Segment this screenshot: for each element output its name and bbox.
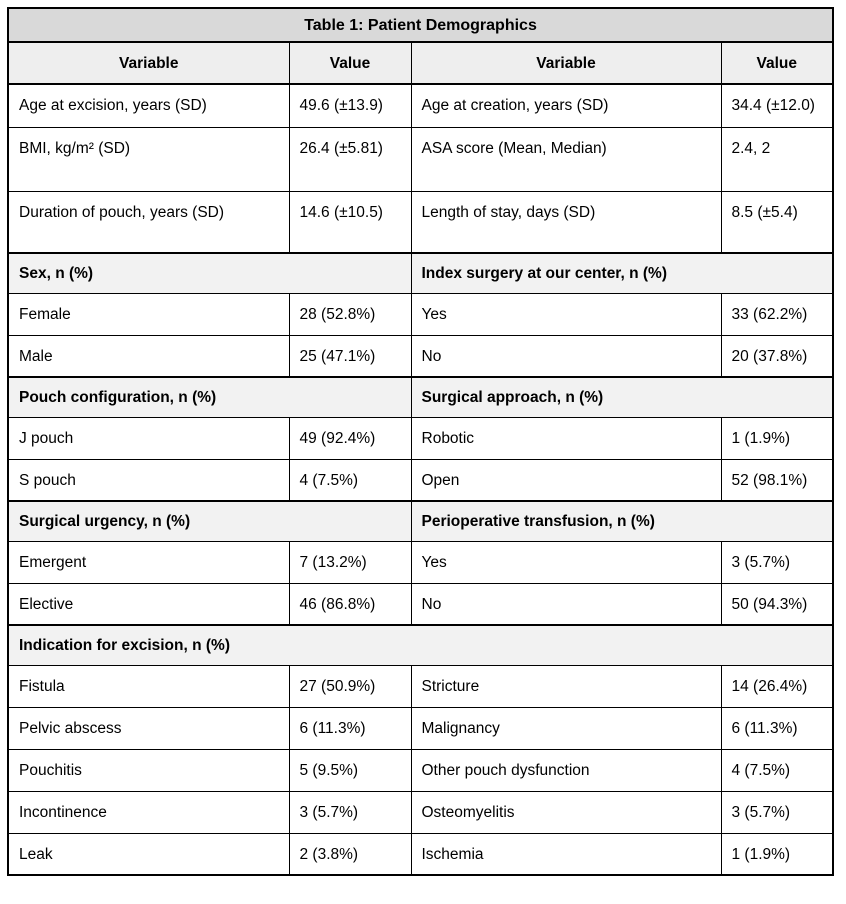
section-header-left: Surgical urgency, n (%) bbox=[7, 500, 412, 542]
section-header-row: Sex, n (%) Index surgery at our center, … bbox=[7, 252, 834, 294]
value-cell: 20 (37.8%) bbox=[720, 334, 834, 378]
variable-cell: Age at excision, years (SD) bbox=[7, 83, 290, 128]
value-cell: 26.4 (±5.81) bbox=[288, 126, 412, 192]
variable-cell: Osteomyelitis bbox=[410, 790, 722, 834]
table-row: Age at excision, years (SD) 49.6 (±13.9)… bbox=[7, 83, 834, 128]
value-cell: 6 (11.3%) bbox=[288, 706, 412, 750]
variable-cell: Duration of pouch, years (SD) bbox=[7, 190, 290, 254]
section-header-left: Pouch configuration, n (%) bbox=[7, 376, 412, 418]
col-header-variable-left: Variable bbox=[7, 41, 290, 85]
col-header-variable-right: Variable bbox=[410, 41, 722, 85]
value-cell: 1 (1.9%) bbox=[720, 832, 834, 876]
table-row: Leak 2 (3.8%) Ischemia 1 (1.9%) bbox=[7, 832, 834, 876]
variable-cell: Ischemia bbox=[410, 832, 722, 876]
value-cell: 3 (5.7%) bbox=[288, 790, 412, 834]
value-cell: 33 (62.2%) bbox=[720, 292, 834, 336]
section-header-right: Index surgery at our center, n (%) bbox=[410, 252, 834, 294]
value-cell: 1 (1.9%) bbox=[720, 416, 834, 460]
variable-cell: Incontinence bbox=[7, 790, 290, 834]
value-cell: 28 (52.8%) bbox=[288, 292, 412, 336]
value-cell: 2.4, 2 bbox=[720, 126, 834, 192]
variable-cell: Open bbox=[410, 458, 722, 502]
variable-cell: Pouchitis bbox=[7, 748, 290, 792]
section-header-full: Indication for excision, n (%) bbox=[7, 624, 834, 666]
value-cell: 2 (3.8%) bbox=[288, 832, 412, 876]
value-cell: 4 (7.5%) bbox=[288, 458, 412, 502]
variable-cell: Male bbox=[7, 334, 290, 378]
variable-cell: Elective bbox=[7, 582, 290, 626]
variable-cell: Age at creation, years (SD) bbox=[410, 83, 722, 128]
variable-cell: Pelvic abscess bbox=[7, 706, 290, 750]
column-header-row: Variable Value Variable Value bbox=[7, 41, 834, 85]
table-row: Emergent 7 (13.2%) Yes 3 (5.7%) bbox=[7, 540, 834, 584]
variable-cell: Stricture bbox=[410, 664, 722, 708]
table-row: Pouchitis 5 (9.5%) Other pouch dysfuncti… bbox=[7, 748, 834, 792]
section-header-row: Surgical urgency, n (%) Perioperative tr… bbox=[7, 500, 834, 542]
variable-cell: No bbox=[410, 582, 722, 626]
variable-cell: ASA score (Mean, Median) bbox=[410, 126, 722, 192]
col-header-value-left: Value bbox=[288, 41, 412, 85]
table-row: J pouch 49 (92.4%) Robotic 1 (1.9%) bbox=[7, 416, 834, 460]
table-row: BMI, kg/m² (SD) 26.4 (±5.81) ASA score (… bbox=[7, 126, 834, 192]
value-cell: 52 (98.1%) bbox=[720, 458, 834, 502]
value-cell: 4 (7.5%) bbox=[720, 748, 834, 792]
section-header-right: Perioperative transfusion, n (%) bbox=[410, 500, 834, 542]
variable-cell: Fistula bbox=[7, 664, 290, 708]
table-row: Pelvic abscess 6 (11.3%) Malignancy 6 (1… bbox=[7, 706, 834, 750]
value-cell: 49.6 (±13.9) bbox=[288, 83, 412, 128]
patient-demographics-table: Table 1: Patient Demographics Variable V… bbox=[7, 7, 835, 876]
variable-cell: BMI, kg/m² (SD) bbox=[7, 126, 290, 192]
table-row: Male 25 (47.1%) No 20 (37.8%) bbox=[7, 334, 834, 378]
value-cell: 34.4 (±12.0) bbox=[720, 83, 834, 128]
value-cell: 46 (86.8%) bbox=[288, 582, 412, 626]
variable-cell: Female bbox=[7, 292, 290, 336]
variable-cell: No bbox=[410, 334, 722, 378]
value-cell: 49 (92.4%) bbox=[288, 416, 412, 460]
value-cell: 14 (26.4%) bbox=[720, 664, 834, 708]
value-cell: 5 (9.5%) bbox=[288, 748, 412, 792]
section-header-right: Surgical approach, n (%) bbox=[410, 376, 834, 418]
variable-cell: Length of stay, days (SD) bbox=[410, 190, 722, 254]
table-title: Table 1: Patient Demographics bbox=[7, 7, 834, 43]
section-header-left: Sex, n (%) bbox=[7, 252, 412, 294]
section-header-row: Pouch configuration, n (%) Surgical appr… bbox=[7, 376, 834, 418]
variable-cell: Malignancy bbox=[410, 706, 722, 750]
variable-cell: J pouch bbox=[7, 416, 290, 460]
variable-cell: Yes bbox=[410, 540, 722, 584]
variable-cell: Other pouch dysfunction bbox=[410, 748, 722, 792]
table-row: Incontinence 3 (5.7%) Osteomyelitis 3 (5… bbox=[7, 790, 834, 834]
table-title-row: Table 1: Patient Demographics bbox=[7, 7, 834, 43]
value-cell: 8.5 (±5.4) bbox=[720, 190, 834, 254]
value-cell: 7 (13.2%) bbox=[288, 540, 412, 584]
variable-cell: Robotic bbox=[410, 416, 722, 460]
table-row: Duration of pouch, years (SD) 14.6 (±10.… bbox=[7, 190, 834, 254]
table-row: Female 28 (52.8%) Yes 33 (62.2%) bbox=[7, 292, 834, 336]
table-row: Fistula 27 (50.9%) Stricture 14 (26.4%) bbox=[7, 664, 834, 708]
section-header-row: Indication for excision, n (%) bbox=[7, 624, 834, 666]
variable-cell: Emergent bbox=[7, 540, 290, 584]
value-cell: 6 (11.3%) bbox=[720, 706, 834, 750]
table-row: S pouch 4 (7.5%) Open 52 (98.1%) bbox=[7, 458, 834, 502]
variable-cell: Yes bbox=[410, 292, 722, 336]
value-cell: 14.6 (±10.5) bbox=[288, 190, 412, 254]
value-cell: 27 (50.9%) bbox=[288, 664, 412, 708]
variable-cell: S pouch bbox=[7, 458, 290, 502]
value-cell: 50 (94.3%) bbox=[720, 582, 834, 626]
value-cell: 25 (47.1%) bbox=[288, 334, 412, 378]
value-cell: 3 (5.7%) bbox=[720, 540, 834, 584]
col-header-value-right: Value bbox=[720, 41, 834, 85]
value-cell: 3 (5.7%) bbox=[720, 790, 834, 834]
table-row: Elective 46 (86.8%) No 50 (94.3%) bbox=[7, 582, 834, 626]
page: Table 1: Patient Demographics Variable V… bbox=[7, 7, 835, 876]
variable-cell: Leak bbox=[7, 832, 290, 876]
